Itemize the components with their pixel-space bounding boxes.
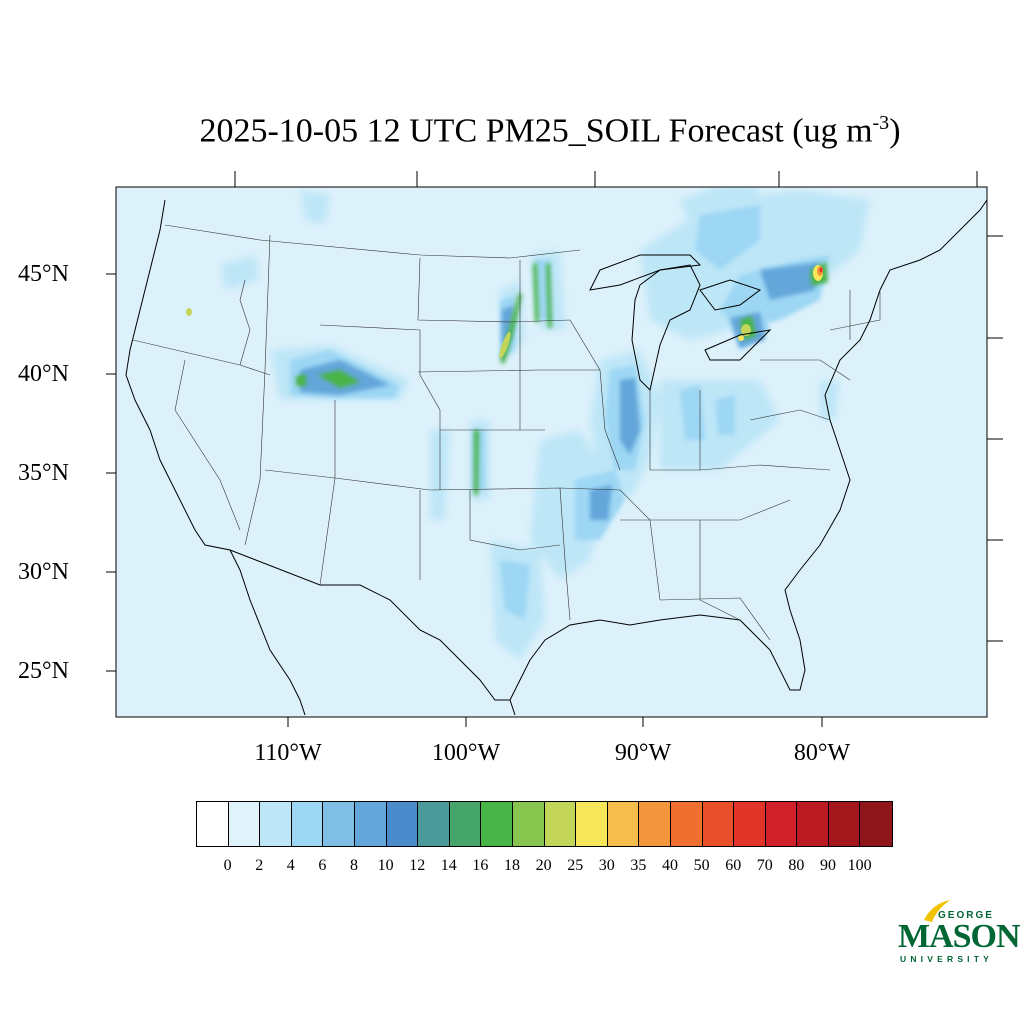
title-superscript: -3 xyxy=(872,112,890,134)
map-frame xyxy=(115,186,988,718)
colorbar-swatch xyxy=(860,802,893,846)
colorbar-swatch xyxy=(260,802,292,846)
colorbar-swatch xyxy=(228,802,261,846)
colorbar xyxy=(196,801,894,847)
colorbar-swatch xyxy=(354,802,387,846)
colorbar-swatch xyxy=(797,802,829,846)
colorbar-label: 4 xyxy=(286,857,295,874)
lon-label-110: 110°W xyxy=(254,740,322,766)
colorbar-label: 30 xyxy=(598,857,615,874)
colorbar-swatch xyxy=(291,802,324,846)
colorbar-label: 14 xyxy=(440,857,457,874)
coastlines xyxy=(125,199,987,716)
colorbar-swatch xyxy=(481,802,513,846)
logo-university-text: UNIVERSITY xyxy=(900,954,994,964)
logo-swoosh xyxy=(924,900,950,922)
colorbar-swatch xyxy=(512,802,545,846)
colorbar-swatch xyxy=(418,802,450,846)
colorbar-label: 6 xyxy=(318,857,327,874)
colorbar-label: 8 xyxy=(350,857,358,874)
colorbar-swatch xyxy=(828,802,861,846)
title-text: 2025-10-05 12 UTC PM25_SOIL Forecast (ug… xyxy=(199,112,873,150)
colorbar-label: 70 xyxy=(756,857,773,874)
colorbar-label: 16 xyxy=(472,857,489,874)
title-close: ) xyxy=(889,112,901,150)
colorbar-label: 50 xyxy=(693,857,710,874)
logo-mason-text: MASON xyxy=(898,918,1021,955)
colorbar-label: 18 xyxy=(504,857,520,874)
lat-label-30: 30°N xyxy=(18,559,69,585)
colorbar-swatch xyxy=(702,802,735,846)
lon-label-90: 90°W xyxy=(614,740,672,766)
colorbar-label: 25 xyxy=(567,857,584,874)
colorbar-swatch xyxy=(607,802,640,846)
colorbar-swatch xyxy=(386,802,419,846)
colorbar-label: 60 xyxy=(725,857,742,874)
colorbar-swatch xyxy=(449,802,482,846)
colorbar-label: 20 xyxy=(535,857,552,874)
colorbar-swatch xyxy=(639,802,671,846)
state-borders xyxy=(132,224,881,641)
lon-label-80: 80°W xyxy=(793,740,851,766)
colorbar-label: 10 xyxy=(377,857,394,874)
colorbar-label: 40 xyxy=(662,857,678,874)
colorbar-label: 12 xyxy=(409,857,426,874)
chart-title: 2025-10-05 12 UTC PM25_SOIL Forecast (ug… xyxy=(0,112,1024,150)
colorbar-label: 35 xyxy=(630,857,647,874)
colorbar-swatch xyxy=(765,802,798,846)
colorbar-swatch xyxy=(576,802,608,846)
axis-ticks xyxy=(106,171,1003,727)
lat-label-35: 35°N xyxy=(18,460,69,486)
colorbar-swatch xyxy=(670,802,703,846)
colorbar-label: 90 xyxy=(820,857,836,874)
colorbar-swatch xyxy=(734,802,766,846)
colorbar-swatch xyxy=(323,802,355,846)
colorbar-label: 80 xyxy=(788,857,805,874)
logo-george-text: GEORGE xyxy=(938,910,994,921)
gmu-logo: GEORGE MASON UNIVERSITY xyxy=(898,898,1021,968)
colorbar-swatch xyxy=(544,802,577,846)
colorbar-label: 0 xyxy=(223,857,232,874)
colorbar-swatch xyxy=(197,802,229,846)
concentration-field xyxy=(186,187,870,660)
colorbar-label: 2 xyxy=(255,857,264,874)
lat-label-25: 25°N xyxy=(18,658,69,684)
colorbar-label: 100 xyxy=(847,857,872,874)
lat-label-45: 45°N xyxy=(18,261,69,287)
lon-label-100: 100°W xyxy=(431,740,501,766)
lat-label-40: 40°N xyxy=(18,361,69,387)
